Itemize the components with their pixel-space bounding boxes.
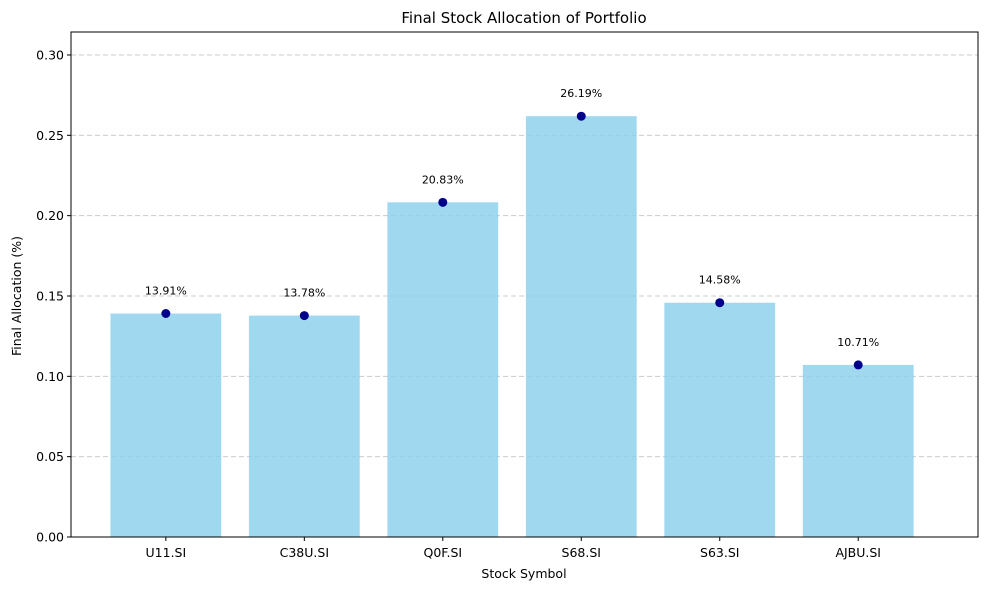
data-point-marker: [438, 197, 448, 207]
bar-layer: [110, 116, 914, 537]
marker-layer: [161, 111, 863, 370]
bar-q0f-si: [387, 202, 499, 537]
y-tick-label: 0.15: [36, 288, 64, 303]
data-point-marker: [576, 111, 586, 121]
bar-ajbu-si: [802, 364, 914, 537]
data-label: 13.78%: [283, 287, 325, 300]
data-point-marker: [299, 311, 309, 321]
data-label: 26.19%: [560, 87, 602, 100]
y-tick-label: 0.05: [36, 449, 64, 464]
plot-frame: [70, 31, 979, 538]
x-tick-label: S63.SI: [700, 545, 739, 560]
y-tick-label: 0.10: [36, 369, 64, 384]
data-point-marker: [715, 298, 725, 308]
y-tick-label: 0.30: [36, 47, 64, 62]
y-tick-label: 0.00: [36, 530, 64, 545]
y-tick-label: 0.25: [36, 128, 64, 143]
bar-u11-si: [110, 313, 222, 537]
x-tick-label: U11.SI: [146, 545, 187, 560]
y-tick-label: 0.20: [36, 208, 64, 223]
data-point-marker: [853, 360, 863, 370]
x-tick-label: C38U.SI: [280, 545, 329, 560]
bar-c38u-si: [248, 315, 360, 537]
data-label: 20.83%: [422, 173, 464, 186]
x-tick-label: AJBU.SI: [835, 545, 881, 560]
x-axis-title: Stock Symbol: [481, 566, 566, 581]
axis-layer: 0.00 0.05 0.10 0.15 0.20 0.25 0.30 U11.SI C38U.S…: [36, 31, 979, 560]
x-tick-label: S68.SI: [562, 545, 601, 560]
bar-s68-si: [525, 116, 637, 537]
data-point-marker: [161, 309, 171, 319]
data-label: 10.71%: [837, 336, 879, 349]
label-layer: 13.91% 13.78% 20.83% 26.19% 14.58% 10.71%: [145, 87, 879, 349]
bar-s63-si: [664, 302, 776, 537]
chart-title: Final Stock Allocation of Portfolio: [401, 9, 646, 27]
data-label: 14.58%: [699, 274, 741, 287]
y-axis-title: Final Allocation (%): [9, 236, 24, 356]
data-label: 13.91%: [145, 285, 187, 298]
x-tick-label: Q0F.SI: [424, 545, 463, 560]
